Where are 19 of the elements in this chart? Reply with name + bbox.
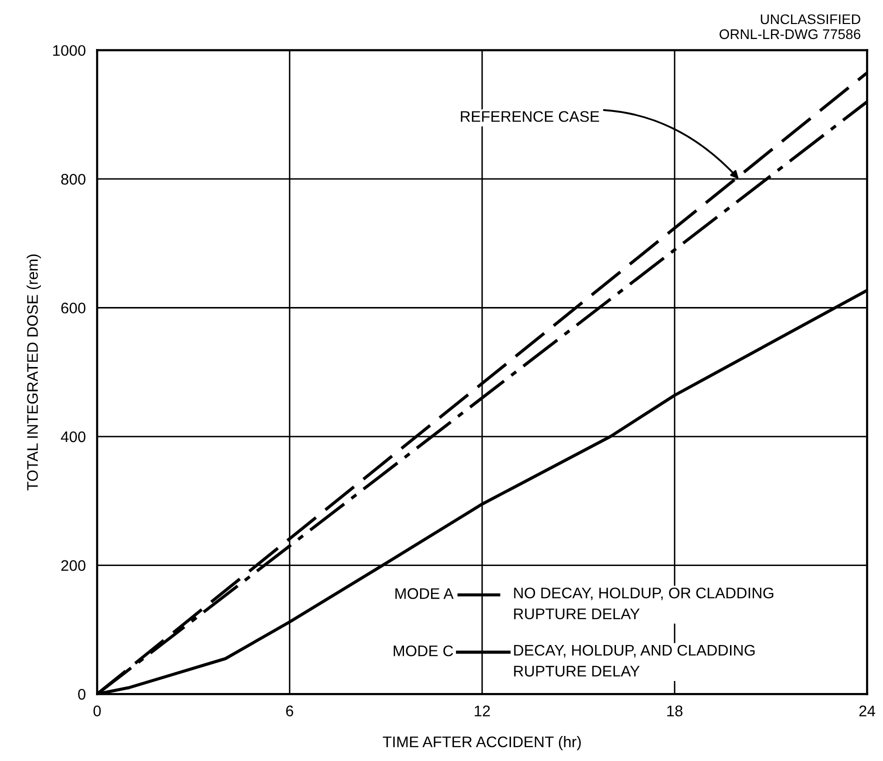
x-tick-label: 24	[859, 706, 876, 716]
y-axis-title: TOTAL INTEGRATED DOSE (rem)	[26, 254, 41, 490]
x-axis-title: TIME AFTER ACCIDENT (hr)	[382, 736, 581, 750]
annotation: DECAY, HOLDUP, AND CLADDING RUPTURE DELAY	[514, 644, 755, 677]
y-tick-label: 1000	[53, 45, 86, 56]
annotation: NO DECAY, HOLDUP, OR CLADDING RUPTURE DELAY	[514, 588, 774, 620]
y-tick-label: 600	[61, 302, 86, 314]
y-tick-label: 800	[61, 174, 86, 185]
x-tick-label: 18	[667, 706, 682, 716]
y-tick-label: 400	[60, 431, 86, 442]
y-tick-label: 200	[61, 560, 86, 571]
y-tick-label: 0	[78, 688, 86, 700]
legend-label: MODE C	[394, 645, 454, 656]
annotation: REFERENCE CASE	[460, 111, 600, 122]
text: UNCLASSIFIED ORNL-LR-DWG 77586	[720, 14, 860, 40]
x-tick-label: 12	[474, 706, 490, 716]
x-tick-label: 0	[93, 706, 101, 716]
x-tick-label: 6	[286, 706, 294, 716]
legend-label: MODE A	[395, 588, 454, 599]
